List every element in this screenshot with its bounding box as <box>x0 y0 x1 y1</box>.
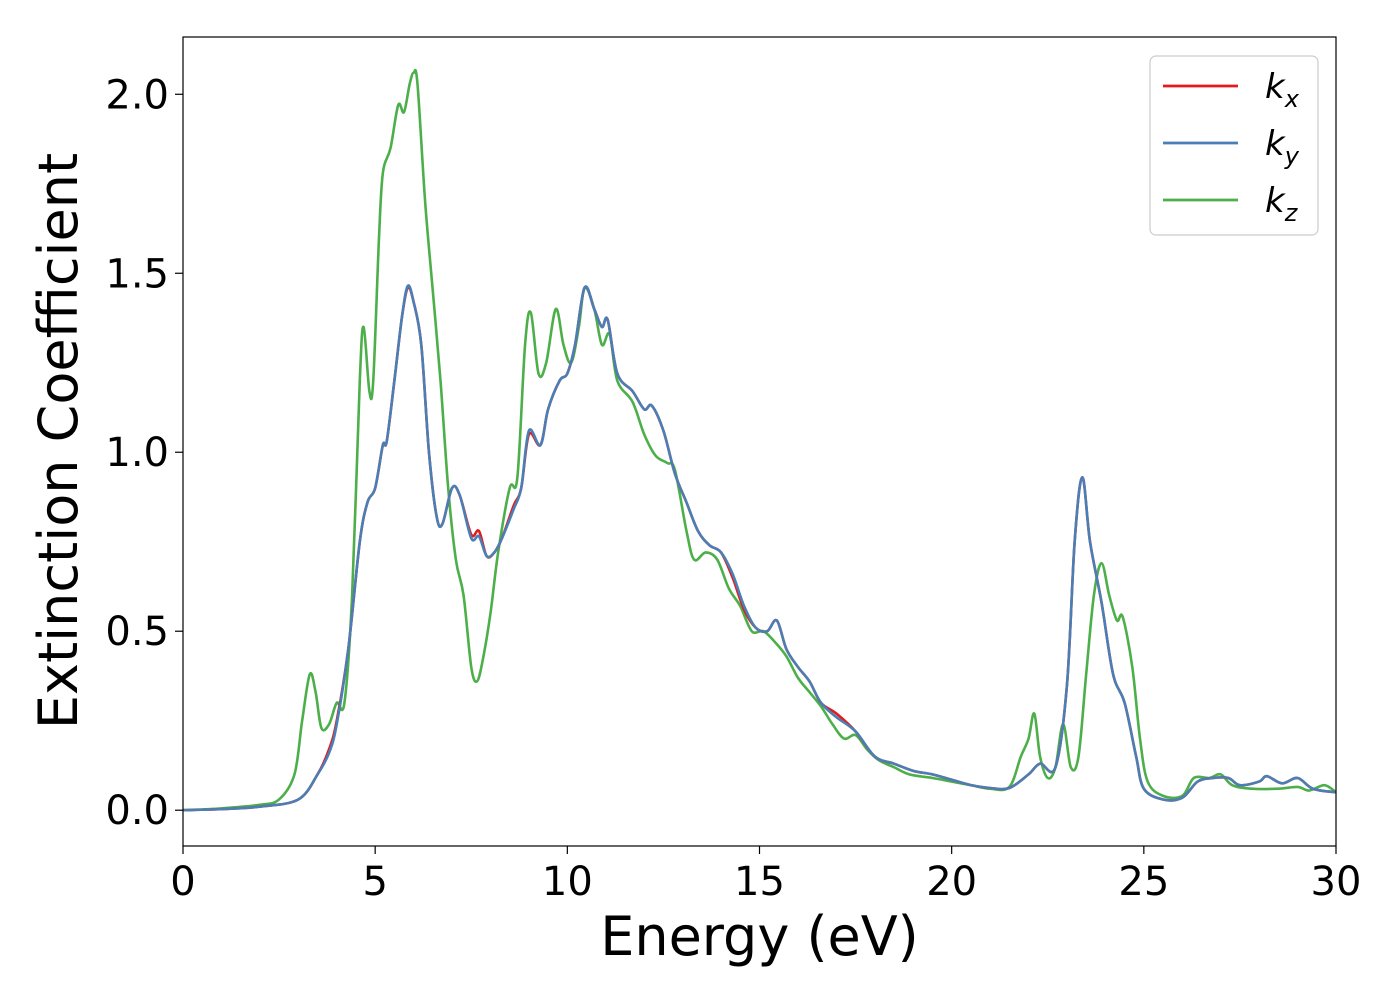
plot-area <box>183 37 1336 846</box>
y-tick-label: 2.0 <box>105 72 169 118</box>
y-tick-label: 1.0 <box>105 430 169 476</box>
series-lines <box>183 68 1336 812</box>
y-tick-label: 0.5 <box>105 609 169 655</box>
legend-label-k-y: ky <box>1265 124 1300 170</box>
legend-label-subscript: z <box>1284 199 1299 227</box>
legend-label-base: k <box>1265 124 1286 164</box>
x-tick-label: 25 <box>1118 859 1169 905</box>
plot-frame <box>182 36 1337 847</box>
x-tick-label: 5 <box>362 859 387 905</box>
y-tick-label: 1.5 <box>105 251 169 297</box>
y-axis-title: Extinction Coefficient <box>27 153 90 729</box>
x-tick-label: 0 <box>170 859 195 905</box>
x-tick-label: 20 <box>926 859 977 905</box>
legend-label-k-z: kz <box>1265 181 1299 227</box>
series-line-k-y <box>183 284 1336 812</box>
x-tick-label: 30 <box>1311 859 1362 905</box>
legend-label-subscript: x <box>1284 85 1300 113</box>
series-line-k-z <box>183 68 1336 812</box>
legend-label-subscript: y <box>1284 142 1300 170</box>
legend-label-base: k <box>1265 67 1286 107</box>
x-tick-label: 10 <box>542 859 593 905</box>
axis-ticks: 0 5 10 15 20 25 30 0.0 0.5 1.0 1.5 2.0 <box>105 72 1361 905</box>
legend-label-k-x: kx <box>1265 67 1300 113</box>
legend-label-base: k <box>1265 181 1286 221</box>
legend-frame <box>1149 55 1319 236</box>
y-tick-label: 0.0 <box>105 788 169 834</box>
x-axis-title: Energy (eV) <box>600 905 919 968</box>
x-tick-label: 15 <box>734 859 785 905</box>
